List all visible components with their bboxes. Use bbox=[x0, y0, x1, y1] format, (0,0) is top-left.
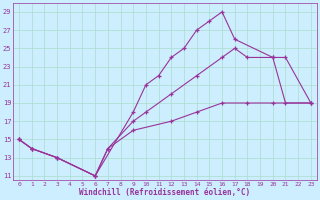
X-axis label: Windchill (Refroidissement éolien,°C): Windchill (Refroidissement éolien,°C) bbox=[79, 188, 251, 197]
